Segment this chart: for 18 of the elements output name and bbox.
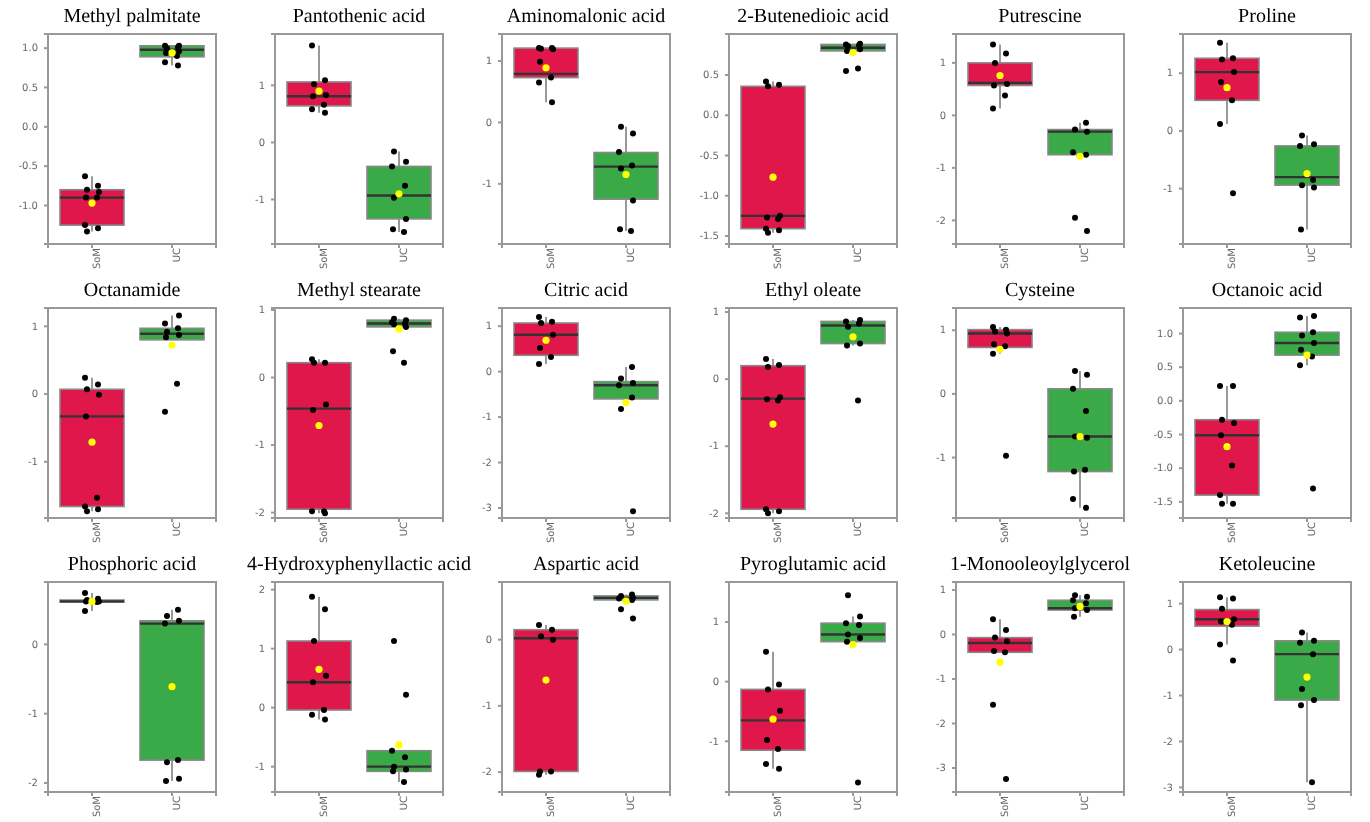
chart-title: Ethyl oleate	[764, 280, 863, 302]
chart-title: 2-Butenedioic acid	[737, 6, 889, 28]
chart-title: 4-Hydroxyphenyllactic acid	[247, 554, 471, 576]
chart-title: Methyl stearate	[297, 280, 423, 302]
chart-title: Ketoleucine	[1218, 554, 1317, 576]
chart-title: Cysteine	[1005, 280, 1077, 302]
chart-title: Pyroglutamic acid	[739, 554, 887, 576]
chart-title: Octanamide	[83, 280, 182, 302]
chart-title: Citric acid	[544, 280, 628, 302]
chart-title: Methyl palmitate	[63, 6, 202, 28]
chart-title: Aspartic acid	[532, 554, 640, 576]
chart-title: Aminomalonic acid	[506, 6, 666, 28]
chart-title: Phosphoric acid	[67, 554, 197, 576]
chart-title: Proline	[1238, 6, 1298, 28]
chart-title: Octanoic acid	[1211, 280, 1323, 302]
chart-title: Putrescine	[998, 6, 1083, 28]
chart-title: 1-Monooleoylglycerol	[950, 554, 1131, 576]
chart-title: Pantothenic acid	[292, 6, 426, 28]
